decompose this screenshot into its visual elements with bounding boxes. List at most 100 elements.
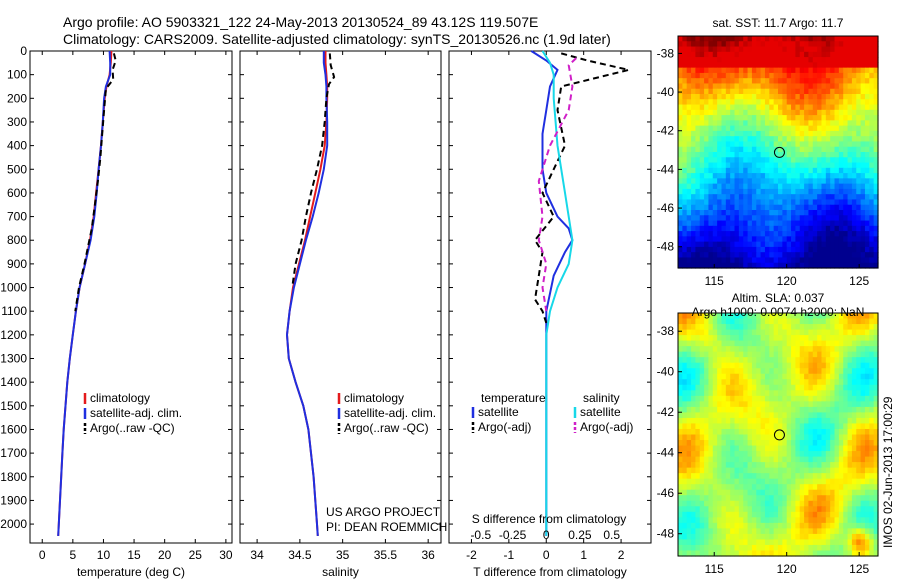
map-cell [764, 167, 770, 174]
map-cell [799, 62, 805, 69]
map-cell [851, 368, 857, 375]
map-cell [825, 506, 831, 513]
map-cell [734, 340, 740, 347]
map-cell [791, 62, 796, 69]
map-cell [838, 46, 844, 53]
map-cell [730, 384, 736, 391]
map-cell [704, 167, 710, 174]
map-cell [825, 94, 831, 100]
map-cell [825, 489, 831, 496]
map-cell [786, 173, 792, 179]
map-cell [751, 146, 757, 153]
map-cell [860, 220, 866, 227]
map-cell [817, 225, 823, 232]
map-cell [838, 173, 844, 179]
map-cell [847, 99, 853, 106]
map-cell [843, 231, 849, 237]
map-cell [825, 41, 831, 48]
map-cell [817, 36, 823, 42]
map-cell [786, 368, 792, 375]
map-cell [860, 57, 866, 63]
map-cell [838, 445, 844, 452]
map-cell [838, 125, 844, 132]
map-cell [860, 99, 866, 106]
map-cell [851, 506, 857, 513]
map-cell [756, 489, 762, 496]
map-cell [838, 99, 844, 106]
map-cell [756, 417, 762, 425]
map-cell [834, 109, 840, 116]
map-cell [873, 115, 879, 121]
map-cell [756, 199, 762, 206]
map-cell [821, 473, 827, 480]
map-cell [795, 125, 801, 132]
map-cell [856, 324, 862, 331]
map-cell [678, 406, 683, 414]
map-cell [791, 489, 796, 496]
y-tick-label: 300 [7, 115, 27, 129]
map-cell [821, 395, 827, 402]
map-cell [721, 162, 727, 169]
map-cell [812, 456, 818, 463]
map-cell [699, 544, 705, 552]
map-cell [712, 346, 718, 353]
map-cell [778, 225, 783, 232]
map-cell [856, 313, 862, 320]
map-cell [678, 473, 683, 480]
map-cell [825, 246, 831, 253]
map-cell [686, 511, 692, 518]
map-cell [873, 204, 879, 211]
map-cell [825, 120, 831, 127]
map-cell [795, 539, 801, 546]
x-tick-label: 36 [421, 548, 435, 562]
map-cell [830, 94, 836, 100]
map-cell [782, 231, 788, 237]
map-cell [686, 456, 692, 463]
map-cell [769, 41, 775, 48]
map-cell [773, 484, 779, 491]
map-cell [773, 495, 779, 502]
map-cell [782, 162, 788, 169]
map-cell [734, 539, 740, 546]
map-cell [808, 528, 814, 535]
map-cell [712, 412, 718, 419]
map-cell [838, 484, 844, 491]
map-cell [747, 46, 753, 53]
map-cell [747, 225, 753, 232]
map-cell [730, 445, 736, 452]
map-cell [834, 220, 840, 227]
map-cell [721, 473, 727, 480]
map-cell [738, 141, 744, 148]
map-cell [830, 67, 836, 74]
map-cell [860, 178, 866, 185]
map-cell [686, 141, 692, 148]
map-cell [786, 517, 792, 524]
map-cell [808, 167, 814, 174]
map-cell [838, 178, 844, 185]
map-cell [860, 62, 866, 69]
map-cell [782, 368, 788, 375]
map-cell [782, 340, 788, 347]
map-cell [864, 511, 870, 518]
map-cell [678, 57, 683, 63]
map-cell [717, 456, 723, 463]
map-cell [695, 67, 701, 74]
map-cell [708, 246, 714, 253]
map-cell [847, 109, 853, 116]
map-cell [851, 384, 857, 391]
map-cell [738, 489, 744, 496]
map-cell [812, 473, 818, 480]
map-cell [825, 417, 831, 425]
map-cell [717, 262, 723, 269]
map-cell [860, 528, 866, 535]
map-cell [691, 478, 696, 485]
map-cell [804, 368, 810, 375]
map-cell [778, 199, 783, 206]
map-cell [825, 533, 831, 541]
map-cell [712, 199, 718, 206]
map-cell [747, 445, 753, 452]
map-cell [869, 346, 875, 353]
map-cell [695, 141, 701, 148]
map-cell [847, 36, 853, 42]
map-cell [686, 262, 692, 269]
